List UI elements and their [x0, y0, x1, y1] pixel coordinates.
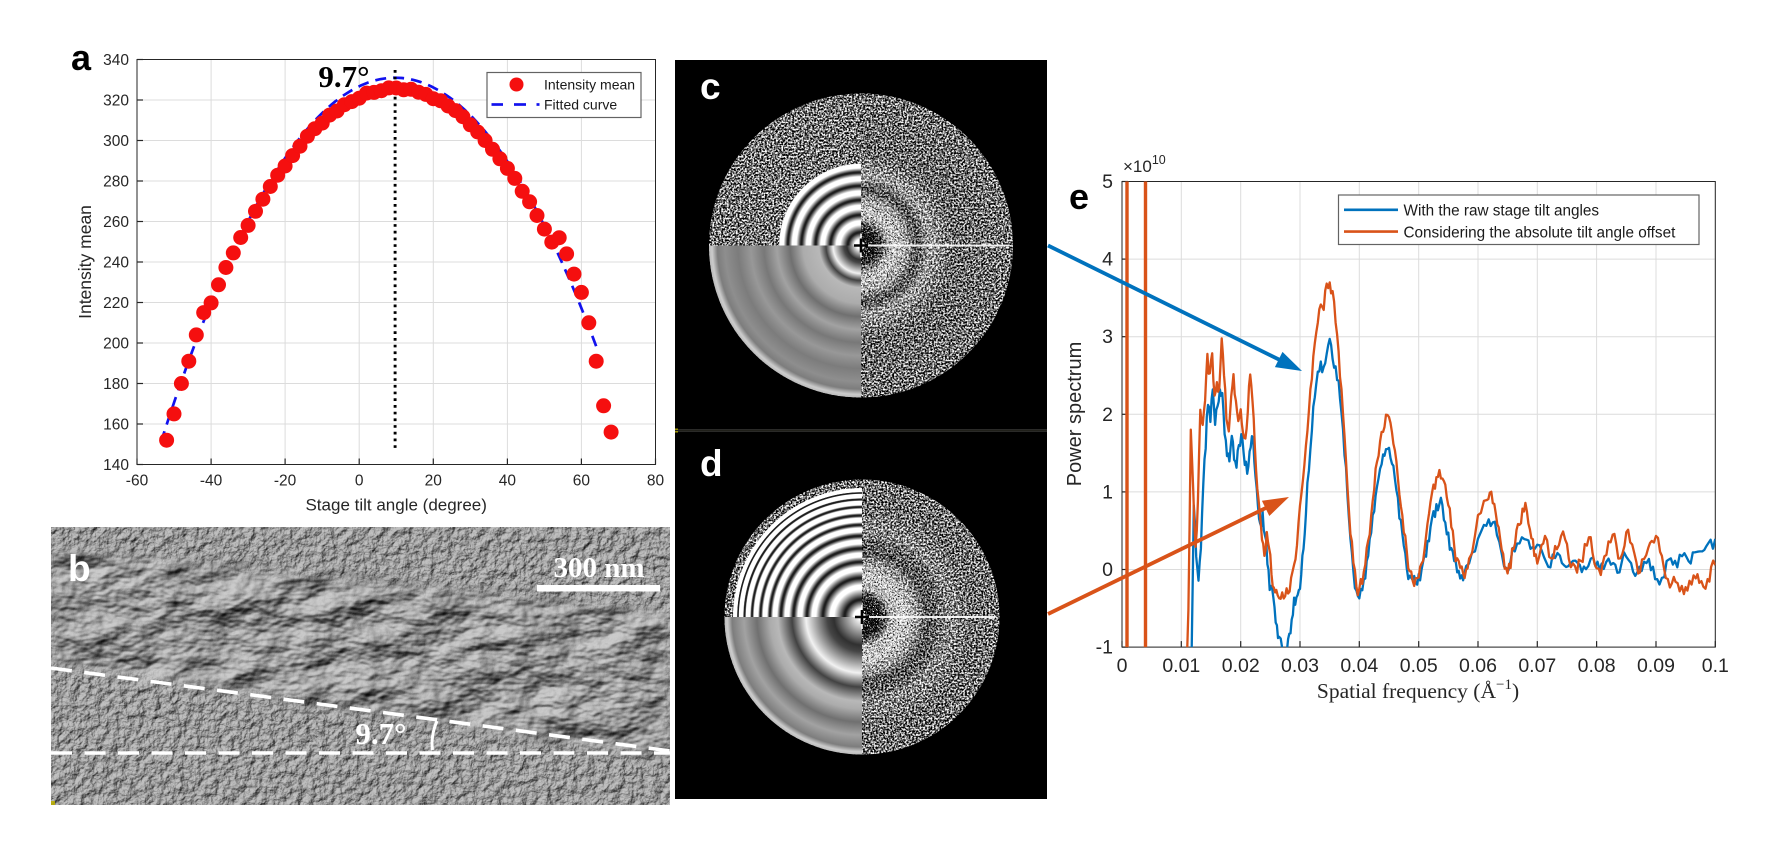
svg-text:80: 80 — [647, 473, 665, 490]
svg-text:0.05: 0.05 — [1400, 655, 1438, 677]
svg-text:c: c — [700, 66, 721, 107]
svg-text:a: a — [71, 37, 92, 78]
svg-text:-60: -60 — [126, 473, 149, 490]
svg-text:340: 340 — [103, 52, 129, 69]
svg-text:Intensity mean: Intensity mean — [544, 77, 635, 93]
svg-text:0.08: 0.08 — [1578, 655, 1616, 677]
svg-text:220: 220 — [103, 295, 129, 312]
svg-text:0.02: 0.02 — [1222, 655, 1260, 677]
svg-text:5: 5 — [1102, 171, 1113, 193]
svg-text:300 nm: 300 nm — [553, 552, 644, 584]
svg-text:Intensity mean: Intensity mean — [75, 205, 95, 319]
svg-text:0.07: 0.07 — [1518, 655, 1556, 677]
svg-text:0.09: 0.09 — [1637, 655, 1675, 677]
svg-text:320: 320 — [103, 93, 129, 110]
svg-text:e: e — [1069, 176, 1089, 217]
svg-text:60: 60 — [573, 473, 591, 490]
svg-text:Spatial frequency (Å−1): Spatial frequency (Å−1) — [1317, 677, 1519, 703]
svg-text:9.7°: 9.7° — [355, 716, 406, 751]
svg-text:0.03: 0.03 — [1281, 655, 1319, 677]
svg-text:1: 1 — [1102, 481, 1113, 503]
svg-text:280: 280 — [103, 174, 129, 191]
svg-text:40: 40 — [499, 473, 517, 490]
svg-text:300: 300 — [103, 133, 129, 150]
svg-text:200: 200 — [103, 336, 129, 353]
svg-text:-40: -40 — [200, 473, 223, 490]
svg-text:3: 3 — [1102, 326, 1113, 348]
svg-text:With the raw stage tilt angles: With the raw stage tilt angles — [1404, 203, 1600, 220]
svg-text:d: d — [700, 443, 723, 484]
svg-text:0: 0 — [1117, 655, 1128, 677]
svg-text:Stage tilt angle (degree): Stage tilt angle (degree) — [305, 496, 486, 515]
svg-text:260: 260 — [103, 214, 129, 231]
svg-text:0: 0 — [1102, 559, 1113, 581]
svg-text:0.04: 0.04 — [1340, 655, 1378, 677]
svg-text:-1: -1 — [1096, 637, 1113, 659]
svg-text:20: 20 — [425, 473, 443, 490]
svg-text:0.01: 0.01 — [1162, 655, 1200, 677]
svg-text:140: 140 — [103, 457, 129, 474]
svg-text:160: 160 — [103, 417, 129, 434]
svg-text:2: 2 — [1102, 404, 1113, 426]
svg-text:0.1: 0.1 — [1702, 655, 1729, 677]
svg-text:-20: -20 — [274, 473, 297, 490]
svg-text:Power spectrum: Power spectrum — [1064, 342, 1086, 487]
svg-text:0.06: 0.06 — [1459, 655, 1497, 677]
svg-text:Fitted curve: Fitted curve — [544, 97, 617, 113]
svg-text:9.7°: 9.7° — [318, 59, 369, 94]
svg-text:b: b — [68, 548, 91, 589]
svg-text:240: 240 — [103, 255, 129, 272]
svg-text:0: 0 — [355, 473, 364, 490]
svg-text:Considering the absolute tilt: Considering the absolute tilt angle offs… — [1404, 224, 1677, 241]
svg-text:180: 180 — [103, 376, 129, 393]
svg-text:4: 4 — [1102, 249, 1113, 271]
